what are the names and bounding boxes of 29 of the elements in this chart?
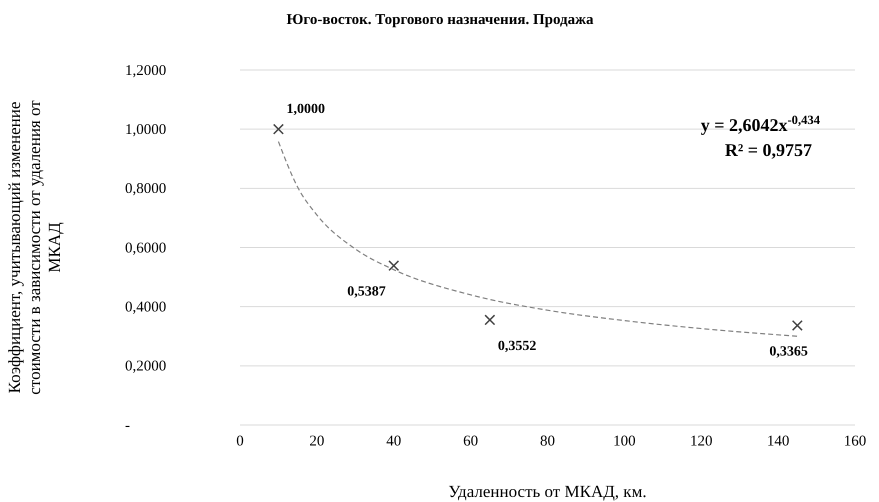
- data-label: 0,3552: [498, 338, 536, 354]
- x-axis-title: Удаленность от МКАД, км.: [448, 482, 647, 501]
- point: [792, 320, 803, 331]
- x-tick-label: 40: [386, 434, 402, 450]
- annotation: R² = 0,9757: [724, 140, 812, 160]
- x-tick-label: 60: [463, 434, 478, 450]
- point: [272, 124, 284, 135]
- x-tick-label: 120: [690, 434, 712, 450]
- y-tick-label: 0,2000: [125, 358, 166, 375]
- data-label: 1,0000: [286, 102, 325, 118]
- annotation: y = 2,6042x$^{-0,434}$: [700, 113, 821, 135]
- x-tick-label: 80: [540, 434, 555, 450]
- y-tick-label: 1,2000: [125, 62, 166, 79]
- y-axis-title: Коэффициент, учитывающий изменение стоимости в зависимости от удаления от МКАД: [5, 100, 64, 395]
- x-tick-label: 100: [613, 434, 636, 450]
- x-tick-label: 140: [766, 434, 790, 450]
- chart-title: Юго-восток. Торгового назначения. Продажа: [286, 12, 594, 28]
- y-tick-label: -: [125, 418, 130, 434]
- y-tick-label: 0,4000: [125, 299, 166, 316]
- y-tick-label: 0,8000: [125, 181, 166, 198]
- y-tick-label: 1,0000: [125, 122, 166, 138]
- data-label: 0,5387: [347, 284, 386, 300]
- x-tick-label: 20: [309, 434, 324, 450]
- x-tick-label: 0: [236, 434, 244, 450]
- y-tick-label: 0,6000: [125, 240, 166, 256]
- data-label: 0,3365: [769, 344, 808, 360]
- x-tick-label: 160: [844, 434, 866, 450]
- point: [388, 260, 400, 272]
- point: [484, 314, 496, 326]
